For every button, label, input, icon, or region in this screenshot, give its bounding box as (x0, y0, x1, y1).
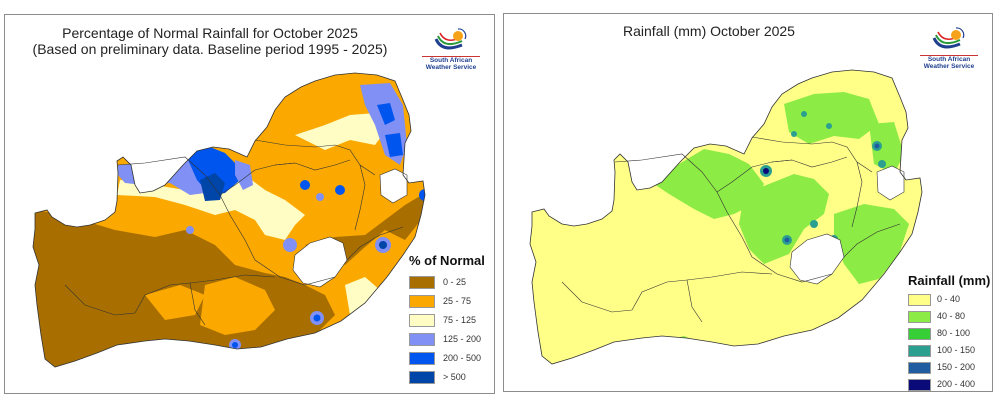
legend-item: 0 - 40 (908, 291, 990, 308)
logo-text-line2: Weather Service (923, 63, 975, 70)
title-line-1: Percentage of Normal Rainfall for Octobe… (62, 25, 358, 41)
legend-label: 40 - 80 (937, 311, 966, 321)
legend-swatch (409, 295, 435, 308)
title-line-2: (Based on preliminary data. Baseline per… (32, 41, 388, 57)
rainfall-mm-map (529, 69, 923, 365)
lesotho-area (292, 236, 348, 288)
logo-text-line1: South African (927, 56, 971, 63)
province-borders (561, 136, 901, 323)
legend-label: 125 - 200 (443, 334, 482, 344)
saws-logo-icon (434, 28, 467, 50)
province-borders (64, 139, 404, 326)
legend-swatch (409, 352, 435, 365)
legend-title: Rainfall (mm) (908, 273, 991, 288)
legend-swatch (409, 371, 435, 384)
title-line-1: Rainfall (mm) October 2025 (623, 23, 795, 39)
legend-swatch (409, 276, 435, 289)
legend-item: 80 - 100 (908, 325, 990, 342)
legend-swatch (908, 327, 931, 340)
legend-label: > 500 (443, 372, 466, 382)
legend-label: 75 - 125 (443, 315, 477, 325)
legend-label: 100 - 150 (937, 345, 976, 355)
legend-swatch (409, 314, 435, 327)
saws-logo: South African Weather Service (920, 26, 978, 72)
legend-label: 0 - 40 (937, 294, 961, 304)
legend-label: 25 - 75 (443, 296, 472, 306)
legend-title: % of Normal (409, 253, 485, 268)
logo-text-line2: Weather Service (425, 64, 477, 71)
saws-logo-icon (932, 27, 965, 49)
percent-normal-legend: % of Normal 0 - 25 25 - 75 75 - 125 125 … (409, 253, 485, 387)
legend-item: 200 - 400 (908, 376, 990, 393)
legend-label: 0 - 25 (443, 277, 467, 287)
eswatini-area (379, 168, 408, 204)
eswatini-area (876, 165, 905, 201)
legend-swatch (908, 361, 931, 374)
rainfall-mm-panel: Rainfall (mm) October 2025 South African… (503, 13, 993, 392)
legend-item: > 500 (409, 368, 485, 387)
legend-swatch (908, 310, 931, 323)
legend-item: 25 - 75 (409, 292, 485, 311)
legend-label: 200 - 400 (937, 379, 976, 389)
legend-item: 75 - 125 (409, 311, 485, 330)
percent-normal-map (32, 72, 426, 368)
saws-logo: South African Weather Service (422, 27, 480, 73)
legend-label: 80 - 100 (937, 328, 971, 338)
legend-item: 100 - 150 (908, 342, 990, 359)
map-title: Percentage of Normal Rainfall for Octobe… (5, 25, 415, 57)
rainfall-mm-legend: Rainfall (mm) 0 - 40 40 - 80 80 - 100 10… (908, 273, 990, 393)
lesotho-area (789, 233, 845, 285)
legend-item: 125 - 200 (409, 330, 485, 349)
legend-item: 40 - 80 (908, 308, 990, 325)
logo-text-line1: South African (429, 57, 473, 64)
legend-swatch (908, 293, 931, 306)
map-title: Rainfall (mm) October 2025 (504, 23, 914, 39)
legend-swatch (409, 333, 435, 346)
legend-swatch (908, 378, 931, 391)
legend-item: 150 - 200 (908, 359, 990, 376)
legend-item: 200 - 500 (409, 349, 485, 368)
legend-label: 150 - 200 (937, 362, 976, 372)
legend-swatch (908, 344, 931, 357)
legend-item: 0 - 25 (409, 273, 485, 292)
percent-normal-panel: Percentage of Normal Rainfall for Octobe… (4, 14, 495, 394)
legend-label: 200 - 500 (443, 353, 482, 363)
